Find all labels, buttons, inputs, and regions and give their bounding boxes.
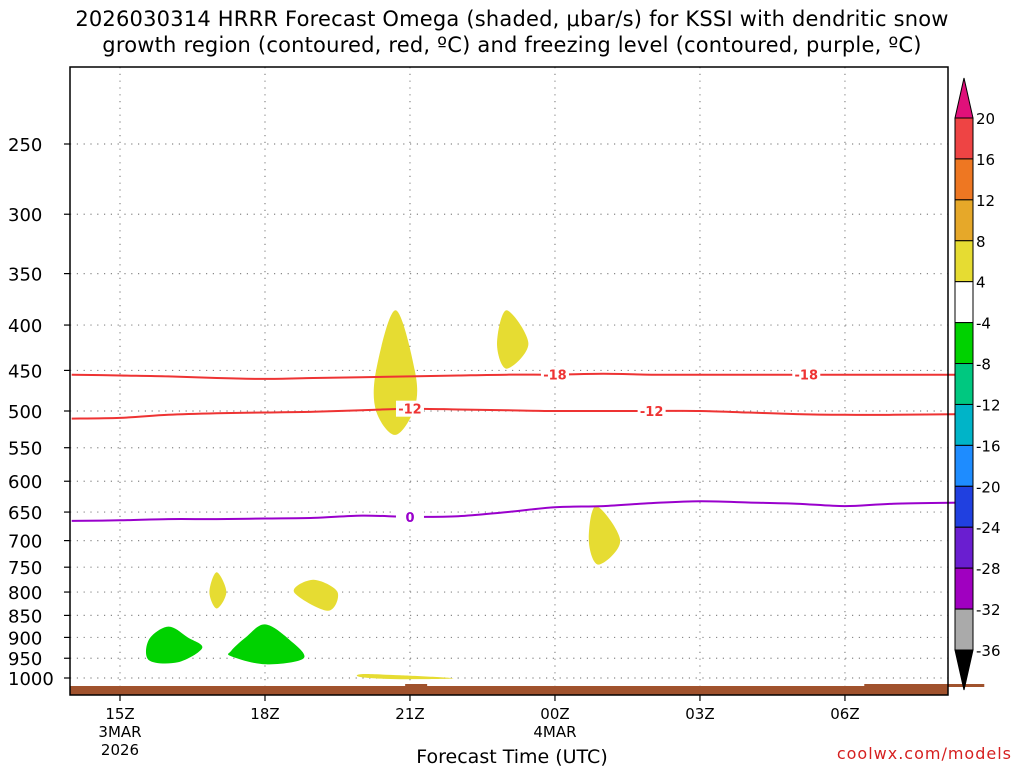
colorbar-bin--28--24 (954, 526, 974, 569)
colorbar-label-4: 4 (976, 274, 986, 292)
y-tick-label-800: 800 (8, 583, 42, 604)
colorbar-label-16: 16 (976, 151, 995, 169)
colorbar-label--28: -28 (976, 560, 1001, 578)
omega-4to8-e (293, 579, 339, 611)
chart-title: 2026030314 HRRR Forecast Omega (shaded, … (0, 6, 1024, 58)
chart-title-line-1: 2026030314 HRRR Forecast Omega (shaded, … (75, 7, 949, 31)
omega-m8to-4-a (145, 626, 203, 664)
y-tick-label-650: 650 (8, 503, 42, 524)
colorbar-bin-12-16 (954, 158, 974, 201)
y-tick-label-450: 450 (8, 361, 42, 382)
terrain-bump-2 (864, 684, 985, 687)
y-tick-label-400: 400 (8, 316, 42, 337)
y-tick-label-750: 750 (8, 558, 42, 579)
omega-4to8-d (209, 572, 227, 609)
x-tick-label-18Z: 18Z (250, 705, 279, 723)
omega-shading-layer (145, 310, 621, 680)
colorbar-label--36: -36 (976, 642, 1001, 660)
y-tick-label-300: 300 (8, 205, 42, 226)
colorbar-bin--32--28 (954, 567, 974, 610)
colorbar-label--12: -12 (976, 396, 1001, 414)
contour-label-bg--18-0 (540, 366, 569, 383)
colorbar-bin--8--4 (954, 322, 974, 365)
x-tick-sublabel-15Z-1: 2026 (101, 741, 139, 759)
x-tick-sublabel-00Z-0: 4MAR (533, 723, 576, 741)
x-tick-label-21Z: 21Z (395, 705, 424, 723)
colorbar-label--32: -32 (976, 601, 1001, 619)
colorbar-bin--20--16 (954, 444, 974, 487)
x-tick-label-15Z: 15Z (105, 705, 134, 723)
colorbar-label--24: -24 (976, 519, 1001, 537)
credit-text[interactable]: coolwx.com/models (836, 744, 1012, 763)
y-tick-label-500: 500 (8, 402, 42, 423)
x-axis-title: Forecast Time (UTC) (416, 746, 608, 768)
contour--18 (71, 372, 966, 380)
chart-title-line-2: growth region (contoured, red, ºC) and f… (102, 33, 922, 57)
y-tick-label-850: 850 (8, 606, 42, 627)
colorbar-label-12: 12 (976, 192, 995, 210)
contour--12 (71, 407, 966, 420)
y-tick-label-950: 950 (8, 649, 42, 670)
contour-label-bg--12-0 (395, 400, 424, 417)
y-tick-label-250: 250 (8, 135, 42, 156)
x-tick-label-06Z: 06Z (830, 705, 859, 723)
colorbar-label--20: -20 (976, 478, 1001, 496)
contour-label-bg--12-1 (637, 403, 666, 419)
terrain-bump-1 (405, 684, 428, 687)
contour-label-bg--18-1 (792, 366, 821, 383)
y-tick-label-350: 350 (8, 265, 42, 286)
colorbar-bottom-arrow (954, 649, 974, 691)
colorbar-label-8: 8 (976, 233, 986, 251)
colorbar-label--8: -8 (976, 356, 991, 374)
colorbar-bin--12--8 (954, 363, 974, 405)
colorbar-bin--16--12 (954, 403, 974, 446)
colorbar-bin-8-12 (954, 199, 974, 242)
colorbar-bin--4-4 (954, 281, 974, 324)
terrain-layer (70, 684, 985, 695)
y-tick-label-550: 550 (8, 439, 42, 460)
y-tick-label-1000: 1000 (8, 669, 54, 690)
colorbar-bin-16-20 (954, 117, 974, 160)
colorbar-top-arrow (954, 77, 974, 119)
omega-4to8-b (497, 310, 529, 369)
plot-frame (69, 66, 949, 696)
colorbar: 20 16 12 8 4 -4 -8 -12 -16 -20 -24 -28 -32 -36 (954, 77, 1001, 691)
x-tick-sublabel-15Z-0: 3MAR (98, 723, 141, 741)
y-tick-label-600: 600 (8, 472, 42, 493)
x-tick-label-03Z: 03Z (685, 705, 714, 723)
contour-label-0-0: 0 (405, 511, 414, 526)
omega-4to8-f (356, 674, 454, 680)
colorbar-bin-4-8 (954, 240, 974, 283)
colorbar-label--16: -16 (976, 437, 1001, 455)
y-tick-label-700: 700 (8, 532, 42, 553)
y-tick-label-900: 900 (8, 628, 42, 649)
colorbar-bin--36--32 (954, 608, 974, 651)
colorbar-label-20: 20 (976, 110, 995, 128)
x-tick-label-00Z: 00Z (540, 705, 569, 723)
omega-m8to-4-b (228, 624, 305, 665)
contour-label--18-0: -18 (543, 369, 567, 384)
contour-label--12-1: -12 (640, 405, 664, 420)
contour-label--18-1: -18 (795, 369, 819, 384)
y-axis: 2503003504004505005506006507007508008509… (8, 135, 70, 690)
contour-0 (71, 500, 966, 522)
contour-layer: -18 -18 -12 -12 0 (71, 366, 966, 526)
terrain-bar (70, 686, 948, 695)
colorbar-label--4: -4 (976, 315, 991, 333)
contour-label-bg-0-0 (395, 508, 424, 525)
colorbar-bin--24--20 (954, 485, 974, 528)
contour-label--12-0: -12 (398, 403, 422, 418)
omega-4to8-c (588, 506, 621, 565)
